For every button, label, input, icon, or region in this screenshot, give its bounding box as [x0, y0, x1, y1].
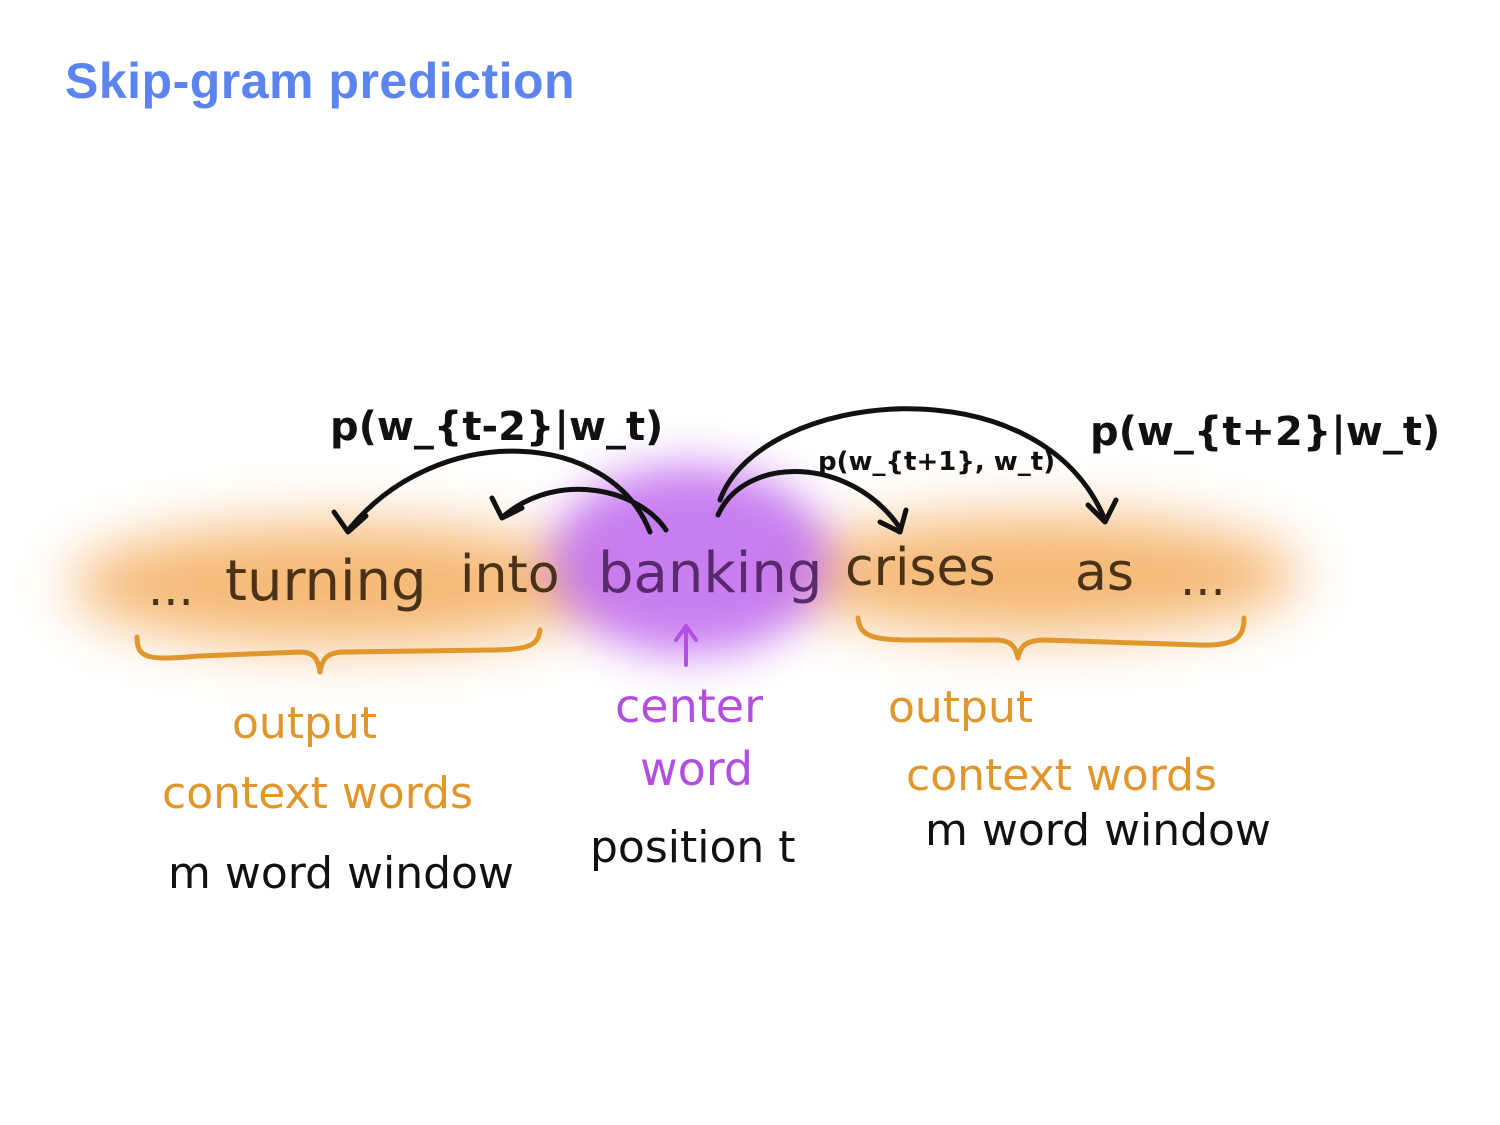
word-turning: turning: [225, 549, 427, 614]
page-title: Skip-gram prediction: [65, 53, 576, 109]
center-position-label: position t: [590, 822, 796, 873]
context-highlight-left: [70, 523, 610, 647]
left-output-label: output: [232, 698, 377, 749]
word-crises: crises: [845, 538, 996, 598]
center-highlight: [550, 465, 830, 655]
probability-t-minus-2: p(w_{t-2}|w_t): [330, 404, 663, 451]
arrow-center-to-t-plus-1: [715, 469, 909, 535]
left-ellipsis: ...: [148, 561, 194, 617]
right-context-brace: [855, 615, 1247, 661]
left-window-label: m word window: [168, 848, 514, 899]
left-context-brace: [134, 627, 543, 675]
center-word-label: word: [640, 742, 753, 796]
probability-t-plus-1: p(w_{t+1}, w_t): [818, 447, 1055, 477]
word-into: into: [460, 545, 560, 605]
arrow-center-to-t-plus-2: [717, 406, 1119, 525]
right-context-words-label: context words: [906, 750, 1217, 801]
center-label: center: [615, 679, 763, 733]
word-banking-center: banking: [598, 541, 822, 606]
right-ellipsis: ...: [1180, 551, 1226, 607]
left-context-words-label: context words: [162, 768, 473, 819]
right-output-label: output: [888, 682, 1033, 733]
probability-t-plus-2: p(w_{t+2}|w_t): [1090, 409, 1440, 456]
right-window-label: m word window: [925, 805, 1271, 856]
context-highlight-right: [780, 515, 1300, 635]
center-word-pointer: [674, 624, 698, 667]
arrow-center-to-t-minus-2: [331, 448, 653, 535]
arrow-center-to-t-minus-1: [489, 486, 669, 533]
word-as: as: [1075, 543, 1134, 603]
